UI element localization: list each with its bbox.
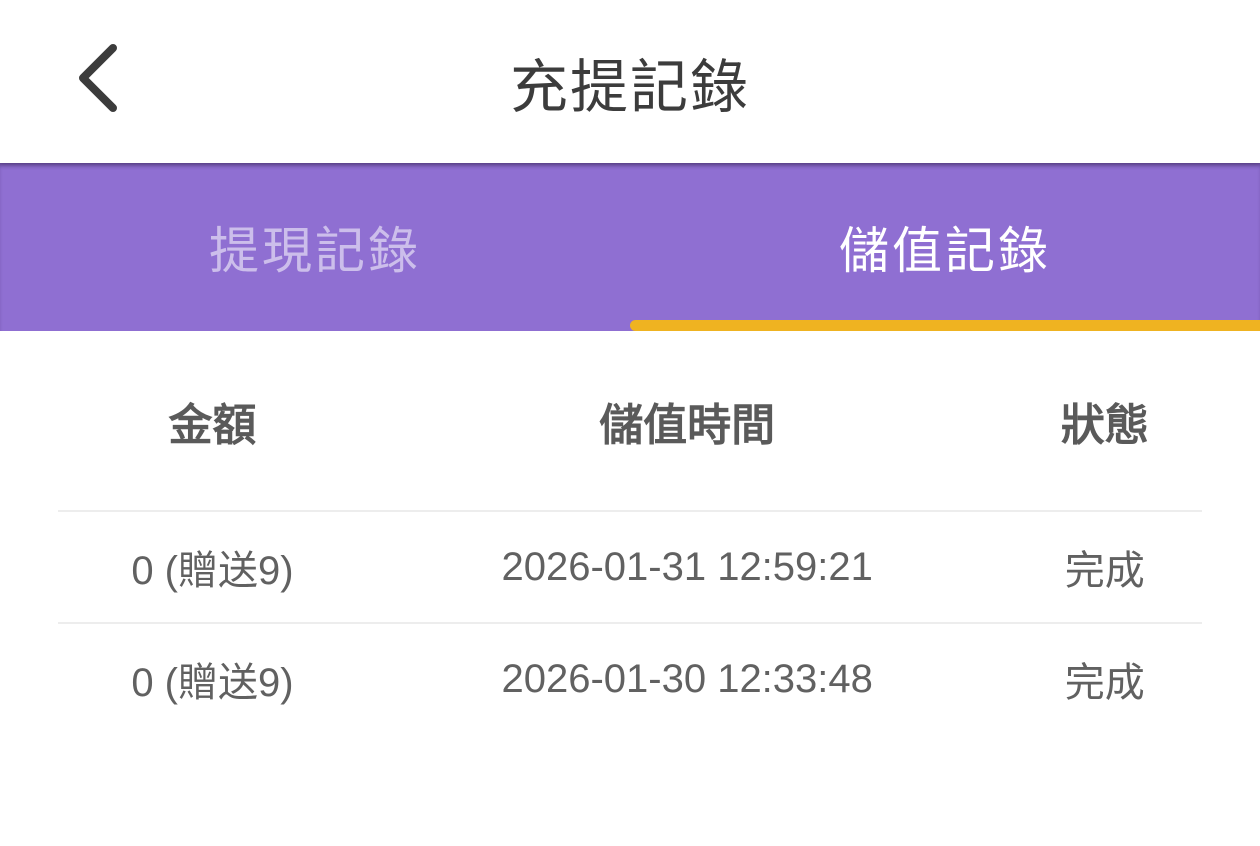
- table-header-row: 金額 儲值時間 狀態: [58, 331, 1202, 510]
- row-status: 完成: [1064, 549, 1145, 593]
- column-header-status: 狀態: [1060, 400, 1149, 450]
- row-time: 2026-01-30 12:33:48: [501, 656, 873, 701]
- column-header-time: 儲值時間: [599, 400, 776, 450]
- back-button[interactable]: [52, 28, 142, 128]
- table-row: 0 (贈送9) 2026-01-30 12:33:48 完成: [58, 622, 1202, 734]
- page-title: 充提記錄: [509, 54, 750, 120]
- chevron-left-icon: [79, 44, 117, 112]
- row-time: 2026-01-31 12:59:21: [501, 544, 873, 589]
- row-amount: 0 (贈送9): [131, 549, 294, 593]
- row-status: 完成: [1064, 661, 1145, 705]
- tab-bar: 提現記錄 儲值記錄: [0, 163, 1260, 331]
- row-amount: 0 (贈送9): [131, 661, 294, 705]
- active-tab-indicator: [630, 320, 1260, 331]
- tab-withdrawal-records[interactable]: 提現記錄: [0, 163, 630, 331]
- tab-withdrawal-label: 提現記錄: [209, 223, 421, 279]
- column-header-amount: 金額: [168, 400, 257, 450]
- app-header: 充提記錄: [0, 0, 1260, 163]
- table-row: 0 (贈送9) 2026-01-31 12:59:21 完成: [58, 510, 1202, 622]
- tab-deposit-label: 儲值記錄: [839, 223, 1051, 279]
- tab-deposit-records[interactable]: 儲值記錄: [630, 163, 1260, 331]
- records-table: 金額 儲值時間 狀態 0 (贈送9) 2026-01-31 12:59:21 完…: [0, 331, 1260, 734]
